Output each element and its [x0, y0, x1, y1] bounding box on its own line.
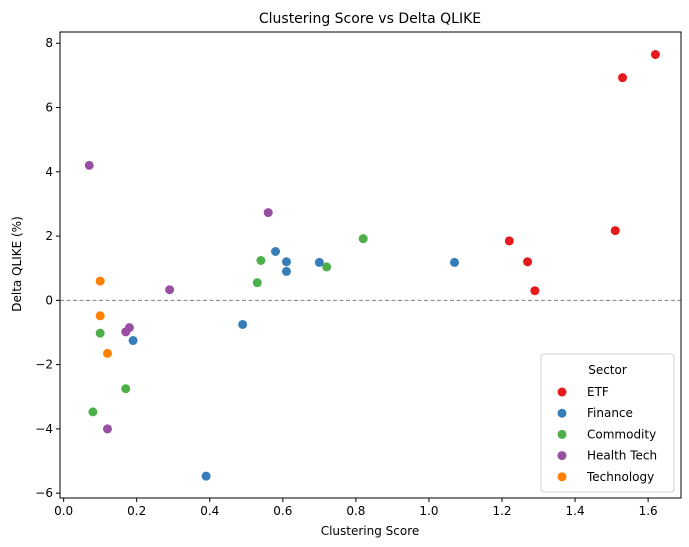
- data-point-health-tech: [84, 160, 94, 170]
- x-tick-label: 0.0: [54, 504, 73, 518]
- x-tick-label: 1.2: [492, 504, 511, 518]
- x-tick-label: 0.2: [127, 504, 146, 518]
- data-point-commodity: [121, 384, 131, 394]
- data-point-commodity: [358, 234, 368, 244]
- legend-marker: [557, 472, 567, 482]
- data-point-health-tech: [121, 327, 131, 337]
- data-point-commodity: [322, 262, 332, 272]
- data-point-commodity: [256, 256, 266, 266]
- data-point-etf: [530, 286, 540, 296]
- legend-title: Sector: [588, 363, 627, 377]
- data-point-finance: [238, 319, 248, 329]
- data-point-commodity: [88, 407, 98, 417]
- data-point-technology: [95, 276, 105, 286]
- x-tick-label: 1.0: [419, 504, 438, 518]
- y-axis-label: Delta QLIKE (%): [10, 216, 24, 312]
- y-tick-label: −4: [35, 422, 53, 436]
- legend-box: [540, 353, 675, 493]
- data-point-health-tech: [102, 424, 112, 434]
- legend-marker: [557, 408, 567, 418]
- data-point-finance: [201, 471, 211, 481]
- x-tick-label: 1.6: [639, 504, 658, 518]
- data-point-etf: [650, 49, 660, 59]
- data-point-etf: [610, 226, 620, 236]
- data-point-health-tech: [263, 208, 273, 218]
- data-point-etf: [504, 236, 514, 246]
- data-point-health-tech: [165, 285, 175, 295]
- data-point-commodity: [252, 278, 262, 288]
- y-tick-label: 0: [45, 293, 53, 307]
- data-point-etf: [523, 257, 533, 267]
- y-tick-label: −2: [35, 358, 53, 372]
- legend-entry-label: Health Tech: [587, 449, 657, 463]
- x-axis-label: Clustering Score: [321, 524, 420, 538]
- legend-marker: [557, 429, 567, 439]
- y-tick-label: −6: [35, 486, 53, 500]
- data-point-technology: [95, 311, 105, 321]
- y-tick-label: 4: [45, 165, 53, 179]
- chart-title: Clustering Score vs Delta QLIKE: [259, 11, 481, 27]
- x-tick-label: 0.4: [200, 504, 219, 518]
- data-point-technology: [102, 348, 112, 358]
- data-point-finance: [281, 257, 291, 267]
- data-point-finance: [281, 266, 291, 276]
- legend: Sector ETF Finance Commodity Health Tech Tech…: [540, 353, 675, 493]
- legend-marker: [557, 387, 567, 397]
- y-tick-label: 2: [45, 229, 53, 243]
- legend-marker: [557, 451, 567, 461]
- data-point-finance: [128, 336, 138, 346]
- y-tick-label: 6: [45, 101, 53, 115]
- x-tick-label: 0.8: [346, 504, 365, 518]
- legend-entry-label: ETF: [587, 385, 609, 399]
- data-point-finance: [271, 247, 281, 257]
- y-tick-label: 8: [45, 36, 53, 50]
- legend-entry-label: Commodity: [587, 427, 656, 441]
- plot-frame: [59, 31, 682, 499]
- legend-entry-label: Technology: [586, 470, 654, 484]
- plot-area: 0.0 0.2 0.4 0.6 0.8 1.0 1.2 1.4 1.6 −6 −4 −2 0 2 4 6 8: [35, 31, 682, 518]
- x-tick-label: 0.6: [273, 504, 292, 518]
- data-point-finance: [450, 257, 460, 267]
- legend-entry-label: Finance: [587, 406, 633, 420]
- data-point-commodity: [95, 328, 105, 338]
- data-point-finance: [314, 257, 324, 267]
- x-tick-label: 1.4: [566, 504, 585, 518]
- data-point-etf: [618, 73, 628, 83]
